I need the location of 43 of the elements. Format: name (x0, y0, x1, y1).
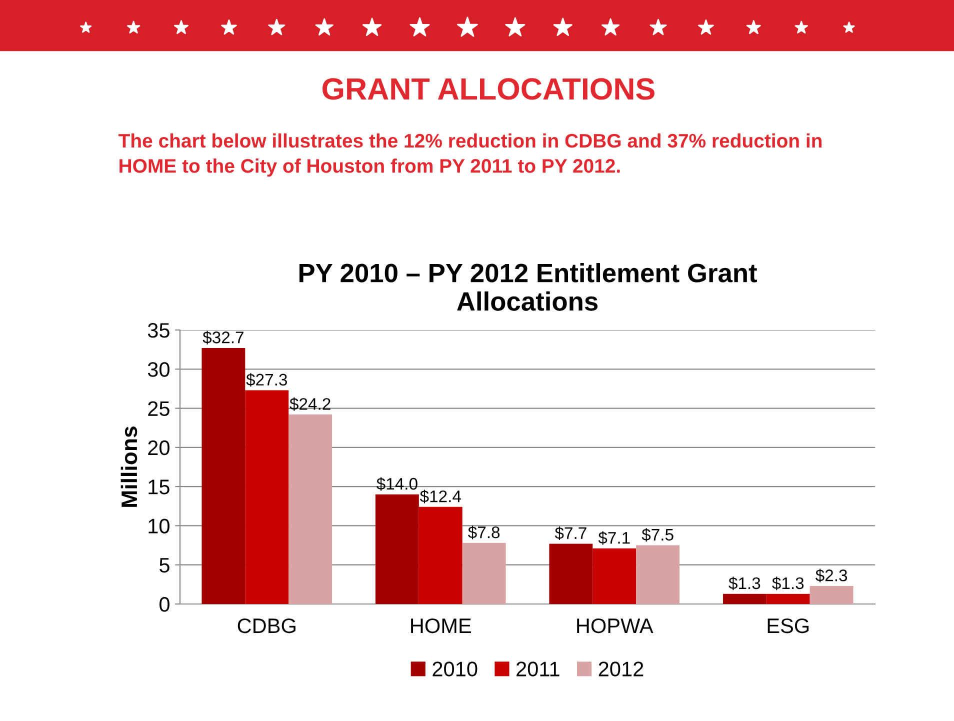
y-tick-label: 35 (148, 323, 170, 338)
data-label: $32.7 (202, 330, 244, 344)
bar (202, 348, 246, 604)
chart-title: PY 2010 – PY 2012 Entitlement Grant Allocations (299, 263, 757, 311)
x-tick-label: CDBG (238, 618, 296, 634)
bar (375, 494, 419, 604)
bar (418, 506, 462, 604)
data-label: $1.3 (772, 576, 804, 590)
x-tick-label: HOPWA (577, 618, 654, 634)
y-tick-label: 25 (148, 401, 170, 416)
bar (636, 545, 680, 604)
bar (810, 586, 854, 604)
y-tick-label: 15 (148, 480, 170, 494)
data-label: $24.2 (290, 397, 330, 411)
legend-label: 2010 (432, 662, 478, 676)
bar (462, 542, 506, 604)
data-label: $27.3 (246, 373, 287, 387)
bar (549, 544, 593, 604)
data-label: $7.1 (598, 531, 630, 545)
y-tick-label: 5 (160, 558, 170, 573)
bar (245, 390, 289, 604)
x-tick-label: HOME (411, 618, 471, 634)
bar (722, 594, 766, 604)
text: GRANT ALLOCATIONS (322, 78, 654, 100)
data-label: $1.3 (728, 576, 760, 590)
legend-label: 2011 (516, 662, 560, 676)
y-tick-label: 20 (148, 440, 170, 456)
data-label: $7.7 (554, 526, 586, 540)
y-tick-label: 10 (148, 518, 170, 534)
data-label: $7.8 (468, 526, 500, 540)
bar (288, 414, 332, 604)
y-axis-title: Millions (120, 426, 138, 507)
x-tick-label: ESG (768, 618, 809, 634)
legend-label: 2012 (598, 662, 644, 676)
bar (592, 548, 636, 604)
data-label: $7.5 (642, 528, 674, 542)
data-label: $2.3 (816, 568, 848, 582)
bar (766, 594, 810, 604)
text: The chart below illustrates the 12% reduction in CDBG and 37% reduction in HOME to the City of Houston from PY 2011 to PY 2012. (118, 133, 822, 177)
data-label: $12.4 (420, 490, 461, 504)
data-label: $14.0 (376, 477, 418, 491)
y-tick-label: 0 (160, 597, 170, 612)
y-tick-label: 30 (148, 362, 170, 377)
